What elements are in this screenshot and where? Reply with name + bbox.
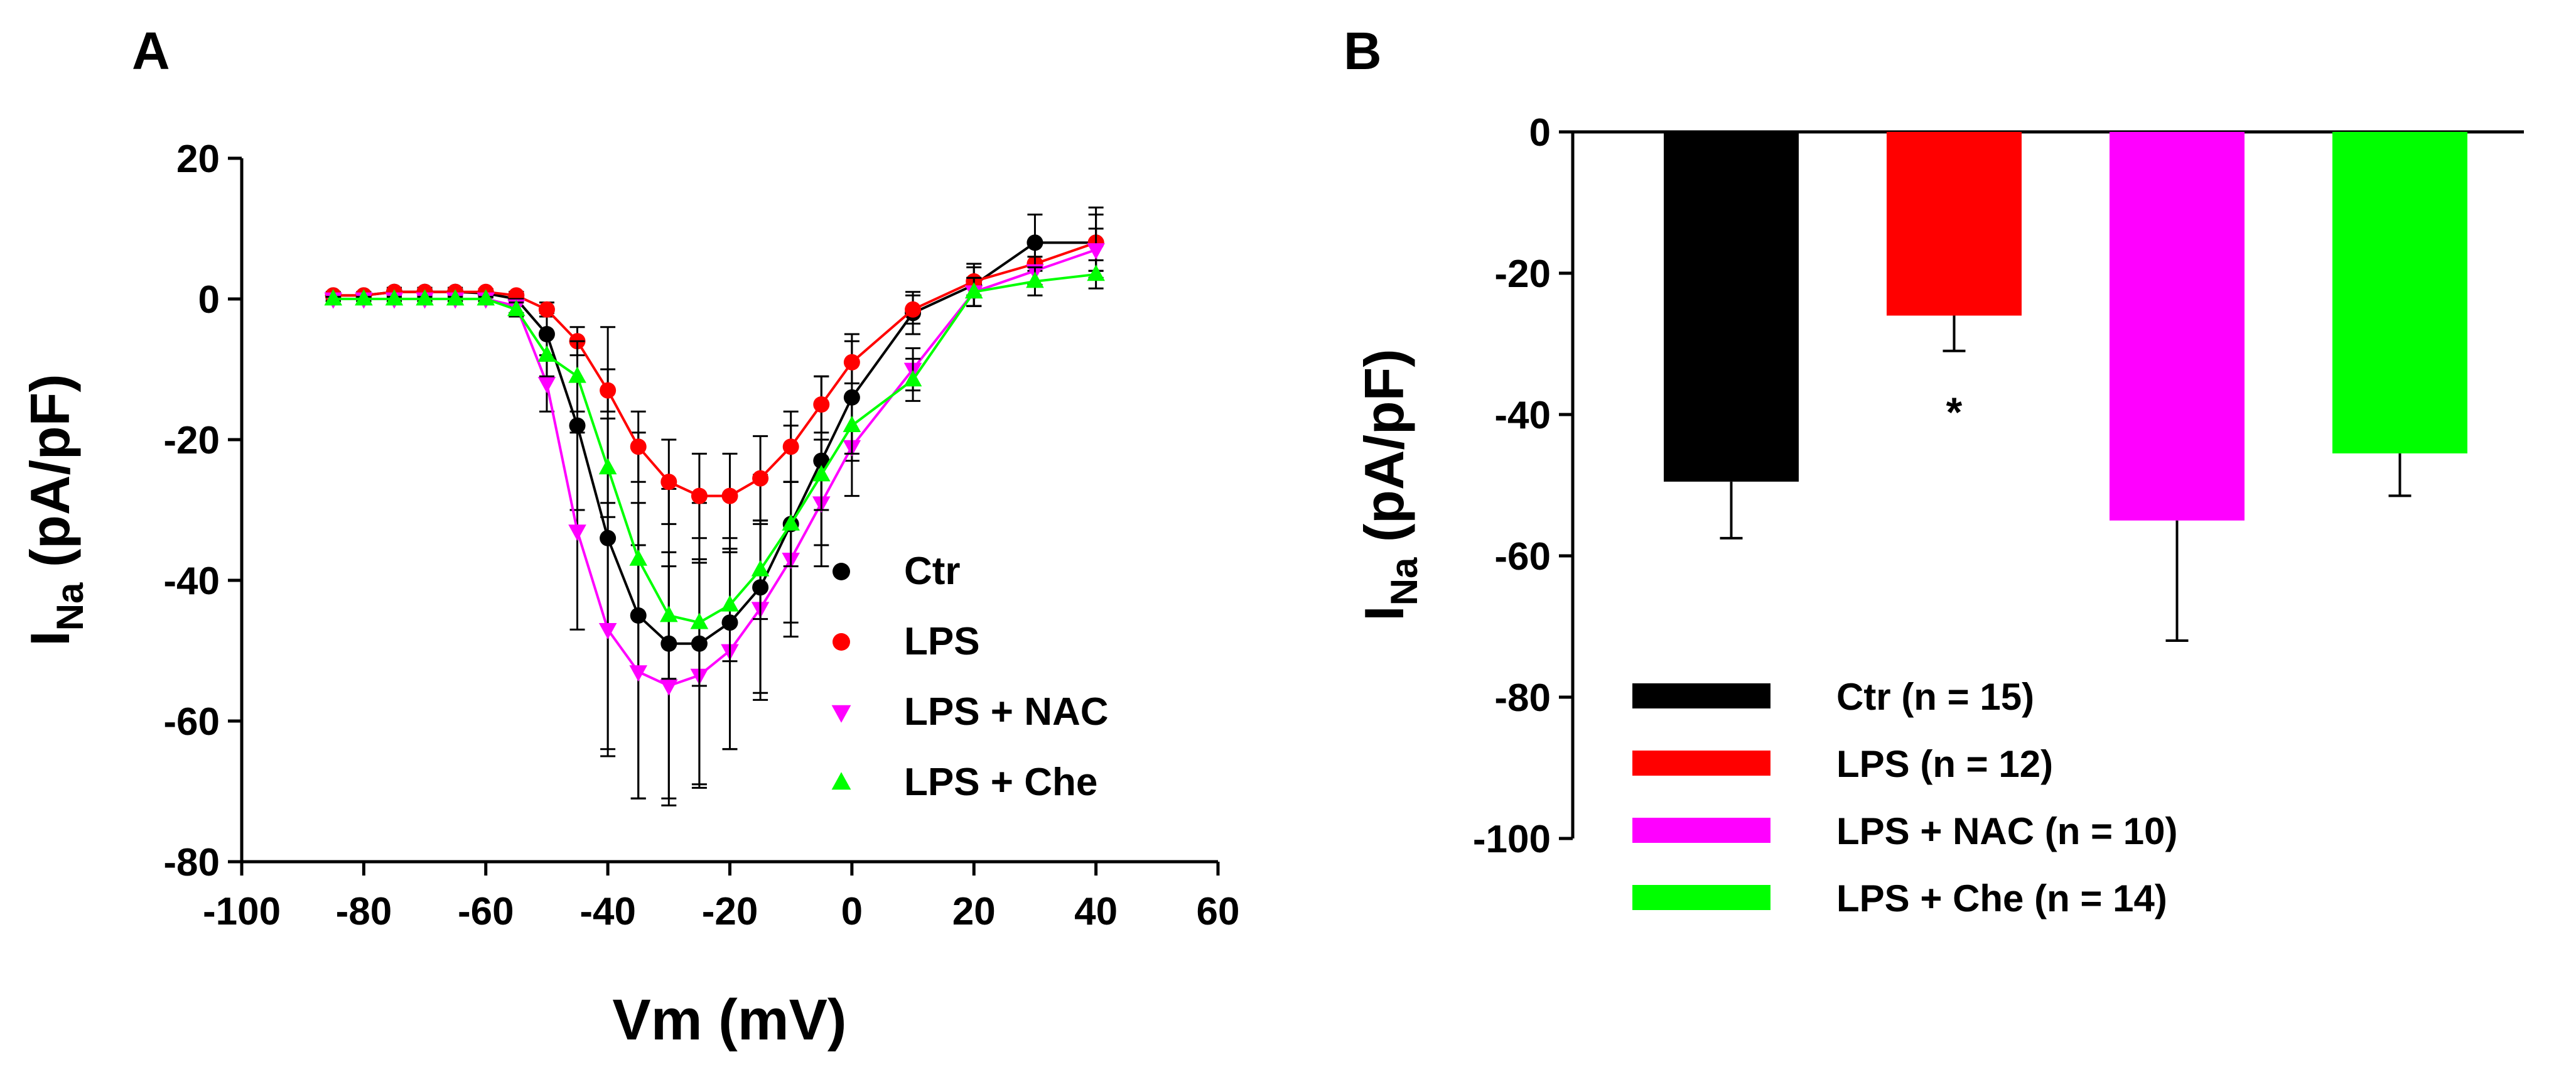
legend-label-lps-che-n-14: LPS + Che (n = 14) <box>1836 877 2167 919</box>
series-line-lps-nac <box>333 248 1097 688</box>
data-point-lps <box>721 487 738 504</box>
data-point-lps <box>905 301 922 318</box>
data-point-lps-che <box>782 514 800 531</box>
panel-a-x-tick-label: -80 <box>336 890 392 933</box>
data-point-lps <box>630 438 647 455</box>
data-point-lps-che <box>964 282 983 299</box>
bar-lps-nac-n-10 <box>2110 132 2245 521</box>
data-point-lps-che <box>629 549 648 566</box>
data-point-lps <box>782 438 799 455</box>
data-point-lps-che <box>598 458 617 475</box>
data-point-lps-che <box>416 289 434 306</box>
panel-b-legend: Ctr (n = 15) LPS (n = 12) LPS + NAC (n = 1… <box>1632 676 2177 919</box>
bar-lps-n-12 <box>1887 132 2022 316</box>
series-line-lps-che <box>333 273 1096 624</box>
panel-a-x-tick-label: 0 <box>841 890 863 933</box>
data-point-lps-che <box>477 289 495 306</box>
legend-marker-lps-nac <box>831 705 851 723</box>
data-point-ctr <box>569 417 586 434</box>
data-point-lps <box>752 470 769 487</box>
data-point-lps-che <box>903 370 922 387</box>
series-lps-che <box>324 259 1105 687</box>
legend-label-lps: LPS <box>904 620 980 663</box>
data-point-lps-che <box>812 465 831 482</box>
panel-a-x-tick-label: 60 <box>1197 890 1240 933</box>
panel-a-x-tick-label: -60 <box>458 890 514 933</box>
legend-swatch-lps-che-n-14 <box>1632 885 1770 910</box>
panel-b-y-tick-label: 0 <box>1529 111 1551 155</box>
data-point-lps-nac <box>629 665 648 682</box>
panel-a-x-tick-label: 40 <box>1074 890 1118 933</box>
series-line-lps <box>333 241 1097 497</box>
legend-swatch-lps-n-12 <box>1632 751 1770 776</box>
legend-swatch-ctr-n-15 <box>1632 683 1770 708</box>
legend-marker-lps-che <box>831 772 851 790</box>
data-point-lps-che <box>843 416 861 432</box>
bar-lps-che-n-14 <box>2332 132 2467 453</box>
panel-a-x-tick-label: -100 <box>203 890 281 933</box>
panel-a-x-tick-label: -20 <box>702 890 758 933</box>
panel-a-y-tick-label: -40 <box>163 560 220 603</box>
legend-label-lps-n-12: LPS (n = 12) <box>1836 743 2053 785</box>
data-point-lps-che <box>751 560 770 577</box>
panel-a-x-tick-label: 20 <box>952 890 996 933</box>
panel-a-line-chart: A -100 -80 -60 -40 -20 0 20 40 60 -80 -60 -40 -20 0 20… <box>19 21 1239 1052</box>
panel-a-y-axis-label: INa (pA/pF) <box>19 374 91 646</box>
panel-a-legend: Ctr LPS LPS + NAC LPS + Che <box>831 550 1109 804</box>
data-point-lps-nac <box>568 524 586 541</box>
data-point-lps <box>813 396 830 413</box>
data-point-lps-che <box>324 289 343 306</box>
panel-a-y-tick-label: 20 <box>176 138 220 181</box>
bar-ctr-n-15 <box>1664 132 1799 482</box>
series-line-ctr <box>333 241 1096 645</box>
data-point-lps-che <box>690 612 709 629</box>
legend-label-ctr: Ctr <box>904 550 961 593</box>
data-point-lps-nac <box>537 377 556 393</box>
data-point-lps-che <box>446 289 465 306</box>
significance-marker: * <box>1946 389 1963 435</box>
panel-b-y-tick-label: -100 <box>1473 818 1551 861</box>
data-point-lps <box>660 474 677 491</box>
data-point-lps <box>843 354 860 371</box>
data-point-lps-che <box>660 605 678 622</box>
panel-a-y-tick-label: -20 <box>163 419 220 462</box>
series-lps <box>325 214 1104 540</box>
panel-a-label: A <box>132 21 170 80</box>
panel-a-y-tick-label: -60 <box>163 700 220 744</box>
data-point-lps-che <box>355 289 373 306</box>
panel-a-y-tick-label: 0 <box>198 278 220 322</box>
data-point-lps <box>600 382 617 399</box>
legend-label-lps-che: LPS + Che <box>904 761 1097 804</box>
panel-a-x-axis-label: Vm (mV) <box>612 988 846 1052</box>
data-point-lps-nac <box>598 623 617 639</box>
data-point-lps <box>691 487 708 504</box>
panel-b-y-axis-label: INa (pA/pF) <box>1353 349 1425 621</box>
panel-a-y-tick-label: -80 <box>163 841 220 884</box>
legend-marker-ctr <box>833 563 850 580</box>
data-point-lps-che <box>568 366 586 383</box>
legend-label-lps-nac: LPS + NAC <box>904 690 1109 734</box>
panel-b-bar-chart: B -100 -80 -60 -40 -20 0 * INa (pA/pF) Ctr (n… <box>1344 21 2524 919</box>
data-point-lps-che <box>507 300 525 317</box>
data-point-lps-che <box>1087 264 1105 281</box>
legend-label-ctr-n-15: Ctr (n = 15) <box>1836 676 2034 718</box>
panel-b-y-tick-label: -80 <box>1494 676 1551 720</box>
data-point-lps-che <box>385 289 404 306</box>
data-point-lps <box>538 301 555 318</box>
legend-label-lps-nac-n-10: LPS + NAC (n = 10) <box>1836 810 2177 852</box>
data-point-lps-che <box>537 345 556 362</box>
panel-b-label: B <box>1344 21 1382 80</box>
legend-marker-lps <box>833 633 850 651</box>
panel-a-x-tick-label: -40 <box>579 890 636 933</box>
data-point-lps-che <box>1026 271 1044 288</box>
panel-b-y-tick-label: -20 <box>1494 252 1551 296</box>
data-point-lps-che <box>721 595 739 612</box>
data-point-lps-nac <box>660 679 678 696</box>
legend-swatch-lps-nac-n-10 <box>1632 818 1770 843</box>
panel-b-y-tick-label: -60 <box>1494 535 1551 578</box>
panel-b-y-tick-label: -40 <box>1494 394 1551 437</box>
data-point-lps-nac <box>1087 243 1105 260</box>
